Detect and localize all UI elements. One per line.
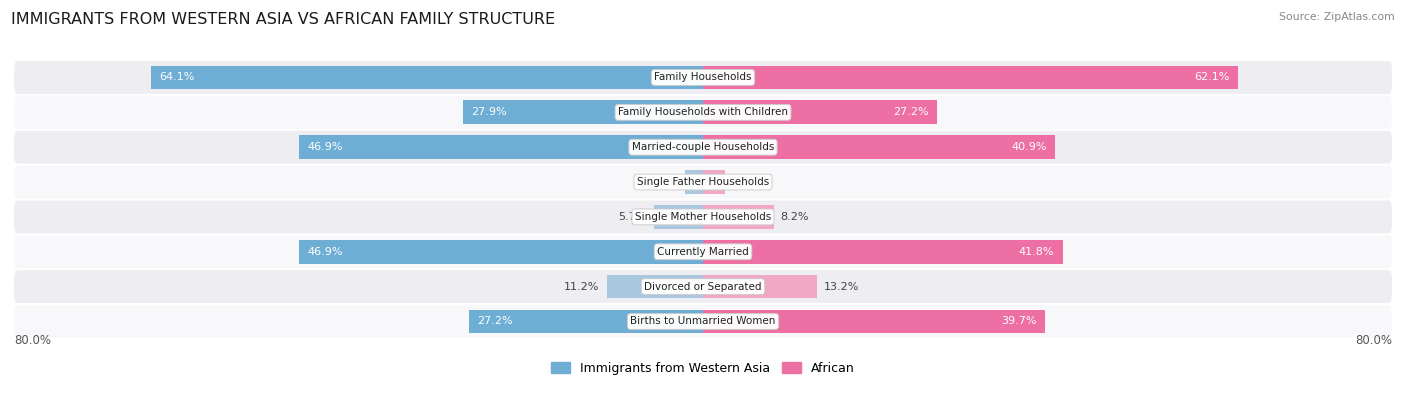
Text: 41.8%: 41.8% bbox=[1019, 247, 1054, 257]
FancyBboxPatch shape bbox=[14, 61, 1392, 94]
Bar bbox=[685, 170, 703, 194]
Bar bbox=[703, 275, 817, 299]
Bar bbox=[463, 100, 703, 124]
Bar bbox=[654, 205, 703, 229]
FancyBboxPatch shape bbox=[14, 235, 1392, 268]
Text: 27.2%: 27.2% bbox=[478, 316, 513, 326]
Bar bbox=[703, 310, 1045, 333]
Text: 8.2%: 8.2% bbox=[780, 212, 808, 222]
Bar bbox=[703, 205, 773, 229]
FancyBboxPatch shape bbox=[14, 96, 1392, 129]
Text: 13.2%: 13.2% bbox=[824, 282, 859, 292]
Text: 27.9%: 27.9% bbox=[471, 107, 508, 117]
Text: Currently Married: Currently Married bbox=[657, 247, 749, 257]
Text: 2.5%: 2.5% bbox=[731, 177, 759, 187]
Text: 80.0%: 80.0% bbox=[14, 333, 51, 346]
Text: Single Mother Households: Single Mother Households bbox=[636, 212, 770, 222]
FancyBboxPatch shape bbox=[14, 270, 1392, 303]
Text: 27.2%: 27.2% bbox=[893, 107, 928, 117]
Text: IMMIGRANTS FROM WESTERN ASIA VS AFRICAN FAMILY STRUCTURE: IMMIGRANTS FROM WESTERN ASIA VS AFRICAN … bbox=[11, 12, 555, 27]
Text: Family Households with Children: Family Households with Children bbox=[619, 107, 787, 117]
Text: Family Households: Family Households bbox=[654, 73, 752, 83]
Text: 64.1%: 64.1% bbox=[160, 73, 195, 83]
Bar bbox=[606, 275, 703, 299]
Text: 2.1%: 2.1% bbox=[650, 177, 678, 187]
Bar bbox=[703, 135, 1056, 159]
Bar bbox=[703, 66, 1237, 89]
Bar bbox=[299, 135, 703, 159]
Text: 80.0%: 80.0% bbox=[1355, 333, 1392, 346]
Text: Source: ZipAtlas.com: Source: ZipAtlas.com bbox=[1279, 12, 1395, 22]
Bar bbox=[468, 310, 703, 333]
Text: 40.9%: 40.9% bbox=[1011, 142, 1046, 152]
Bar bbox=[703, 100, 938, 124]
Bar bbox=[703, 170, 724, 194]
Text: Married-couple Households: Married-couple Households bbox=[631, 142, 775, 152]
Text: 5.7%: 5.7% bbox=[619, 212, 647, 222]
Text: 11.2%: 11.2% bbox=[564, 282, 599, 292]
FancyBboxPatch shape bbox=[14, 305, 1392, 338]
Text: 62.1%: 62.1% bbox=[1194, 73, 1229, 83]
FancyBboxPatch shape bbox=[14, 166, 1392, 198]
FancyBboxPatch shape bbox=[14, 201, 1392, 233]
Legend: Immigrants from Western Asia, African: Immigrants from Western Asia, African bbox=[546, 357, 860, 380]
Text: Single Father Households: Single Father Households bbox=[637, 177, 769, 187]
Text: Births to Unmarried Women: Births to Unmarried Women bbox=[630, 316, 776, 326]
Text: 39.7%: 39.7% bbox=[1001, 316, 1036, 326]
Bar bbox=[299, 240, 703, 263]
Text: 46.9%: 46.9% bbox=[308, 142, 343, 152]
FancyBboxPatch shape bbox=[14, 131, 1392, 164]
Bar bbox=[150, 66, 703, 89]
Text: Divorced or Separated: Divorced or Separated bbox=[644, 282, 762, 292]
Text: 46.9%: 46.9% bbox=[308, 247, 343, 257]
Bar bbox=[703, 240, 1063, 263]
